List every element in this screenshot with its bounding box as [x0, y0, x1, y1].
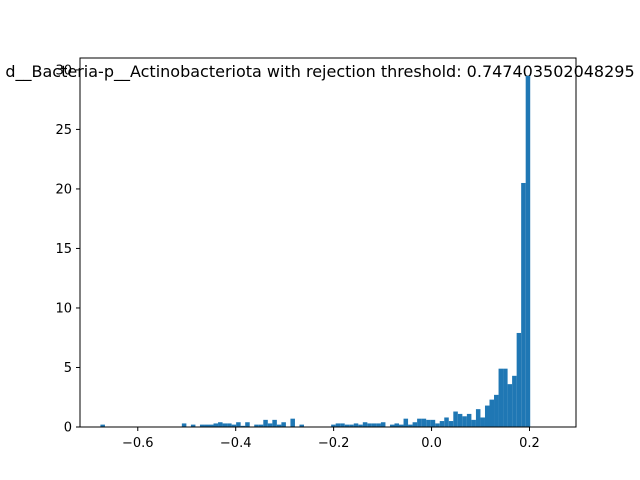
- y-tick-label: 10: [55, 301, 72, 316]
- histogram-bar: [272, 419, 277, 427]
- histogram-bar: [389, 424, 395, 427]
- histogram-bar: [222, 423, 228, 427]
- histogram-bar: [426, 419, 431, 427]
- y-tick-label: 25: [55, 123, 72, 138]
- plot-frame: [79, 57, 577, 428]
- histogram-bars: [100, 75, 531, 427]
- histogram-bar: [245, 422, 250, 427]
- histogram-bar: [362, 422, 368, 427]
- histogram-bar: [199, 424, 205, 427]
- histogram-bar: [417, 418, 422, 427]
- histogram-bar: [349, 424, 354, 427]
- histogram-bar: [462, 416, 467, 427]
- histogram-bar: [498, 368, 504, 427]
- histogram-bar: [507, 384, 513, 427]
- histogram-bar: [471, 419, 476, 427]
- histogram-bar: [227, 423, 232, 427]
- histogram-bar: [439, 421, 445, 427]
- histogram-bar: [181, 423, 187, 427]
- y-tick-label: 20: [55, 182, 72, 197]
- histogram-bar: [218, 422, 223, 427]
- histogram-bar: [236, 422, 241, 427]
- histogram-bar: [457, 413, 463, 427]
- histogram-bar: [281, 422, 286, 427]
- histogram-bar: [240, 425, 246, 427]
- histogram-bar: [254, 424, 259, 427]
- histogram-bar: [503, 368, 508, 427]
- histogram-bar: [525, 75, 531, 427]
- x-tick-label: −0.4: [220, 436, 252, 451]
- histogram-bar: [516, 332, 522, 427]
- x-tick-label: −0.2: [318, 436, 350, 451]
- histogram-bar: [412, 422, 418, 427]
- histogram-bar: [376, 423, 381, 427]
- histogram-bar: [267, 423, 273, 427]
- x-axis: −0.6 −0.4 −0.2 0.0 0.2: [122, 427, 540, 451]
- y-tick-label: 15: [55, 242, 72, 257]
- histogram-bar: [263, 419, 268, 427]
- y-tick-label: 0: [64, 421, 72, 436]
- y-tick-label: 5: [64, 361, 72, 376]
- y-tick-label: 30: [55, 63, 72, 78]
- histogram-bar: [358, 424, 363, 427]
- histogram-bar: [190, 424, 196, 427]
- histogram-bar: [367, 423, 372, 427]
- x-tick-label: −0.6: [122, 436, 154, 451]
- histogram-bar: [403, 418, 409, 427]
- histogram-bar: [435, 423, 440, 427]
- histogram-bar: [475, 409, 481, 427]
- histogram-bar: [444, 417, 449, 427]
- histogram-bar: [521, 182, 526, 427]
- x-tick-label: 0.2: [519, 436, 540, 451]
- histogram-bar: [408, 424, 413, 427]
- histogram-bar: [466, 413, 472, 427]
- histogram-bar: [421, 418, 427, 427]
- histogram-bar: [331, 424, 336, 427]
- chart-title: d__Bacteria-p__Actinobacteriota with rej…: [5, 62, 634, 82]
- histogram-bar: [340, 423, 345, 427]
- histogram-bar: [453, 411, 458, 427]
- x-tick-label: 0.0: [421, 436, 442, 451]
- histogram-bar: [489, 399, 495, 427]
- histogram-bar: [258, 424, 264, 427]
- histogram-bar: [448, 421, 454, 427]
- histogram-bar: [484, 405, 490, 427]
- histogram-bar: [299, 424, 304, 427]
- histogram-bar: [231, 424, 237, 427]
- histogram-bar: [290, 418, 295, 427]
- histogram-bar: [100, 424, 105, 427]
- histogram-bar: [335, 423, 341, 427]
- histogram-bar: [276, 424, 282, 427]
- histogram-bar: [353, 423, 359, 427]
- histogram-bar: [204, 424, 209, 427]
- histogram-bar: [399, 424, 404, 427]
- histogram-bar: [480, 417, 485, 427]
- histogram-bar: [209, 424, 214, 427]
- histogram-bar: [371, 423, 377, 427]
- histogram-bar: [213, 423, 219, 427]
- histogram-bar: [394, 423, 400, 427]
- histogram-bar: [380, 422, 386, 427]
- histogram-bar: [430, 419, 436, 427]
- y-axis: 0 5 10 15 20 25 30: [55, 63, 80, 436]
- histogram-bar: [512, 375, 517, 427]
- histogram-bar: [494, 394, 499, 427]
- histogram-bar: [344, 424, 350, 427]
